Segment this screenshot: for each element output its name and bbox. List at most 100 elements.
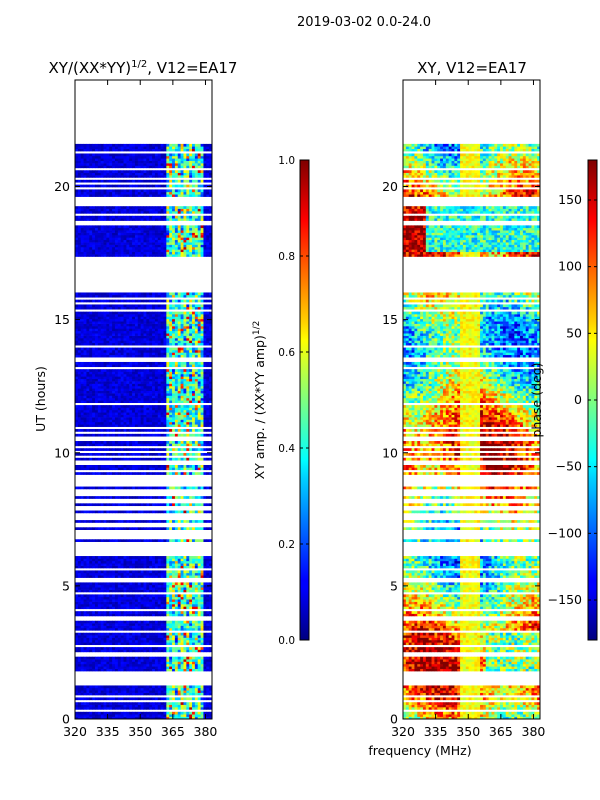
amplitude-heatmap-cell [89, 374, 92, 377]
amplitude-heatmap-cell [158, 393, 161, 396]
amplitude-heatmap-cell [135, 666, 138, 669]
amplitude-heatmap-cell [112, 626, 115, 629]
amplitude-heatmap-cell [206, 434, 209, 437]
amplitude-heatmap-cell [141, 570, 144, 573]
amplitude-heatmap-cell [183, 647, 186, 650]
amplitude-heatmap-cell [183, 419, 186, 422]
amplitude-heatmap-cell [78, 381, 81, 384]
amplitude-heatmap-cell [81, 647, 84, 650]
amplitude-heatmap-cell [138, 621, 141, 624]
amplitude-heatmap-cell [169, 575, 172, 578]
amplitude-heatmap-cell [86, 467, 89, 470]
amplitude-heatmap-cell [101, 527, 104, 530]
amplitude-heatmap-cell [203, 556, 206, 559]
amplitude-heatmap-cell [132, 412, 135, 415]
amplitude-heatmap-cell [192, 376, 195, 379]
amplitude-heatmap-cell [129, 340, 132, 343]
amplitude-heatmap-cell [98, 386, 101, 389]
amplitude-heatmap-cell [86, 690, 89, 693]
amplitude-heatmap-cell [121, 635, 124, 638]
amplitude-heatmap-cell [144, 352, 147, 355]
amplitude-heatmap-cell [126, 594, 129, 597]
amplitude-heatmap-cell [163, 393, 166, 396]
amplitude-ratio-panel: XY/(XX*YY)1/2, V12=EA17 320 335 350 365 3800… [33, 59, 237, 739]
amplitude-heatmap-cell [161, 693, 164, 696]
amplitude-heatmap-cell [169, 597, 172, 600]
amplitude-heatmap-cell [161, 594, 164, 597]
amplitude-heatmap-cell [86, 590, 89, 593]
amplitude-heatmap-cell [101, 398, 104, 401]
amplitude-heatmap-cell [186, 376, 189, 379]
amplitude-heatmap-cell [183, 714, 186, 717]
amplitude-heatmap-cell [146, 384, 149, 387]
amplitude-heatmap-cell [201, 338, 204, 341]
amplitude-heatmap-cell [86, 520, 89, 523]
amplitude-heatmap-cell [152, 611, 155, 614]
amplitude-heatmap-cell [161, 606, 164, 609]
amplitude-heatmap-cell [201, 693, 204, 696]
amplitude-heatmap-cell [78, 705, 81, 708]
amplitude-heatmap-cell [183, 650, 186, 653]
amplitude-heatmap-cell [115, 487, 118, 490]
amplitude-heatmap-cell [146, 362, 149, 365]
amplitude-heatmap-cell [189, 647, 192, 650]
amplitude-heatmap-cell [92, 321, 95, 324]
amplitude-heatmap-cell [198, 393, 201, 396]
amplitude-heatmap-cell [149, 566, 152, 569]
amplitude-heatmap-cell [172, 412, 175, 415]
amplitude-heatmap-cell [101, 379, 104, 382]
amplitude-heatmap-cell [166, 429, 169, 432]
amplitude-heatmap-cell [129, 561, 132, 564]
amplitude-heatmap-cell [78, 441, 81, 444]
amplitude-heatmap-cell [163, 384, 166, 387]
amplitude-heatmap-cell [178, 606, 181, 609]
amplitude-heatmap-cell [163, 374, 166, 377]
amplitude-heatmap-cell [101, 666, 104, 669]
amplitude-heatmap-cell [78, 604, 81, 607]
amplitude-heatmap-cell [78, 465, 81, 468]
amplitude-heatmap-cell [126, 376, 129, 379]
amplitude-heatmap-cell [118, 714, 121, 717]
amplitude-heatmap-cell [95, 657, 98, 660]
amplitude-heatmap-cell [112, 324, 115, 327]
amplitude-heatmap-cell [155, 590, 158, 593]
amplitude-heatmap-cell [203, 487, 206, 490]
amplitude-heatmap-cell [124, 566, 127, 569]
amplitude-heatmap-cell [106, 585, 109, 588]
amplitude-heatmap-cell [169, 705, 172, 708]
amplitude-heatmap-cell [198, 573, 201, 576]
amplitude-heatmap-cell [115, 379, 118, 382]
amplitude-heatmap-cell [181, 597, 184, 600]
amplitude-heatmap-cell [152, 623, 155, 626]
amplitude-heatmap-cell [163, 590, 166, 593]
amplitude-heatmap-cell [98, 707, 101, 710]
amplitude-heatmap-cell [178, 350, 181, 353]
amplitude-heatmap-cell [129, 628, 132, 631]
amplitude-heatmap-cell [178, 669, 181, 672]
amplitude-heatmap-cell [195, 372, 198, 375]
amplitude-heatmap-cell [198, 714, 201, 717]
amplitude-heatmap-cell [124, 465, 127, 468]
amplitude-heatmap-cell [86, 707, 89, 710]
amplitude-heatmap-cell [183, 369, 186, 372]
amplitude-heatmap-cell [169, 443, 172, 446]
amplitude-heatmap-cell [144, 393, 147, 396]
amplitude-heatmap-cell [78, 458, 81, 461]
amplitude-heatmap-cell [149, 623, 152, 626]
amplitude-heatmap-cell [115, 702, 118, 705]
amplitude-heatmap-cell [89, 412, 92, 415]
amplitude-heatmap-cell [126, 326, 129, 329]
amplitude-heatmap-cell [109, 597, 112, 600]
amplitude-heatmap-cell [126, 412, 129, 415]
amplitude-heatmap-cell [104, 587, 107, 590]
amplitude-heatmap-cell [98, 647, 101, 650]
amplitude-heatmap-cell [169, 563, 172, 566]
amplitude-heatmap-cell [109, 324, 112, 327]
amplitude-heatmap-cell [135, 688, 138, 691]
amplitude-heatmap-cell [198, 441, 201, 444]
amplitude-heatmap-cell [161, 635, 164, 638]
amplitude-heatmap-cell [198, 606, 201, 609]
amplitude-heatmap-cell [101, 566, 104, 569]
amplitude-heatmap-cell [89, 563, 92, 566]
amplitude-heatmap-cell [172, 405, 175, 408]
